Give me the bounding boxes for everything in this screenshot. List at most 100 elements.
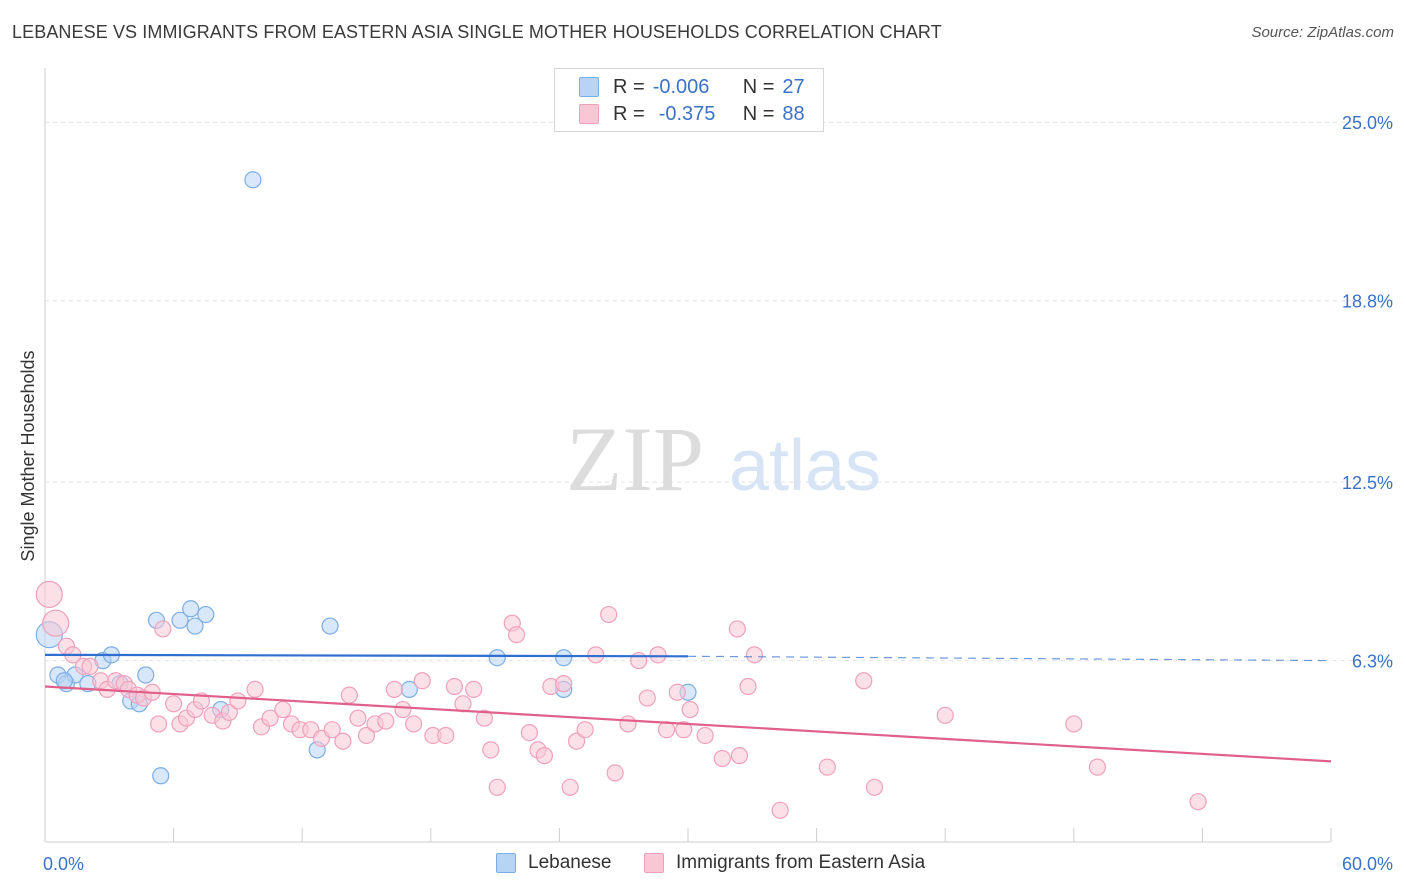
eastern-asia-point	[340, 686, 358, 704]
series-legend: Lebanese Immigrants from Eastern Asia	[0, 852, 1406, 876]
eastern-asia-point	[488, 778, 506, 796]
y-tick-label: 12.5%	[1342, 473, 1393, 493]
eastern-asia-point	[535, 747, 553, 765]
eastern-asia-point	[675, 721, 693, 739]
eastern-asia-point	[507, 626, 526, 644]
legend-r-label: R =	[613, 102, 645, 125]
eastern-asia-point	[229, 692, 247, 710]
lebanese-point	[171, 611, 189, 629]
lebanese-point	[555, 649, 573, 667]
eastern-asia-point	[1189, 793, 1207, 811]
legend-r-value: -0.375	[658, 102, 716, 125]
eastern-asia-point	[681, 700, 699, 719]
eastern-asia-point	[567, 732, 586, 750]
eastern-asia-point	[855, 672, 873, 690]
eastern-asia-point	[385, 680, 403, 699]
y-axis-label: Single Mother Households	[18, 350, 38, 561]
axes	[44, 68, 1332, 843]
eastern-asia-point	[745, 646, 764, 664]
eastern-asia-point	[818, 758, 836, 776]
eastern-asia-point	[696, 726, 714, 745]
eastern-asia-point	[561, 778, 579, 796]
eastern-asia-point	[728, 620, 746, 638]
source-credit: Source: ZipAtlas.com	[1251, 24, 1394, 41]
y-tick-label: 25.0%	[1342, 113, 1393, 133]
eastern-asia-point	[323, 721, 341, 739]
eastern-asia-point	[576, 721, 594, 739]
eastern-asia-point	[587, 646, 605, 664]
legend-n-value: 27	[782, 75, 805, 98]
lebanese-point	[186, 617, 204, 635]
legend-r-value: -0.006	[652, 75, 710, 98]
y-tick-labels: 6.3% 12.5% 18.8% 25.0%	[1342, 113, 1393, 671]
eastern-asia-point	[377, 712, 395, 730]
x-tick-labels: 0.0% 60.0%	[43, 854, 1393, 874]
legend-row-eastern-asia: R = -0.375 N = 88	[579, 102, 805, 126]
legend-n-value: 88	[782, 102, 805, 125]
series-legend-eastern-asia: Immigrants from Eastern Asia	[644, 852, 925, 874]
eastern-asia-point	[261, 709, 279, 727]
eastern-asia-point	[42, 609, 70, 637]
watermark-zip: ZIP	[566, 408, 704, 510]
lebanese-point	[488, 649, 506, 667]
eastern-asia-point	[730, 747, 749, 765]
y-tick-label: 18.8%	[1342, 292, 1393, 312]
eastern-asia-point	[437, 726, 455, 745]
lebanese-point	[321, 617, 339, 635]
eastern-asia-point	[274, 700, 292, 719]
lebanese-point	[182, 600, 200, 618]
series-swatch-lebanese	[496, 853, 516, 873]
eastern-asia-point	[1065, 715, 1083, 733]
eastern-asia-point	[35, 580, 63, 608]
eastern-asia-point	[668, 683, 686, 701]
x-tick-label: 60.0%	[1342, 854, 1393, 874]
series-label-lebanese: Lebanese	[528, 852, 612, 873]
eastern-asia-point	[405, 715, 423, 733]
eastern-asia-point	[713, 749, 731, 768]
eastern-asia-point	[638, 689, 656, 707]
eastern-asia-point	[619, 715, 637, 733]
legend-n-label: N =	[742, 102, 775, 125]
eastern-asia-point	[149, 715, 168, 733]
eastern-asia-point	[600, 605, 618, 624]
eastern-asia-point	[334, 732, 352, 750]
eastern-asia-point	[220, 703, 238, 722]
eastern-asia-point	[649, 646, 667, 664]
eastern-asia-point	[81, 657, 99, 675]
lebanese-point	[137, 666, 155, 684]
legend-swatch-lebanese	[579, 77, 599, 97]
legend-r-label: R =	[613, 75, 645, 98]
eastern-asia-point	[606, 764, 624, 782]
series-swatch-eastern-asia	[644, 853, 664, 873]
y-tick-label: 6.3%	[1352, 652, 1393, 672]
eastern-asia-point	[454, 695, 472, 713]
correlation-legend: R = -0.006 N = 27 R = -0.375 N = 88	[554, 68, 824, 132]
trend-lines	[44, 653, 1332, 763]
eastern-asia-point	[771, 801, 789, 819]
gridlines	[45, 121, 1393, 662]
eastern-asia-point	[475, 709, 493, 727]
x-tick-label: 0.0%	[43, 854, 84, 874]
eastern-asia-point	[482, 741, 500, 759]
chart-title: LEBANESE VS IMMIGRANTS FROM EASTERN ASIA…	[12, 22, 942, 42]
lebanese-point	[55, 672, 73, 690]
lebanese-point	[152, 767, 170, 785]
lebanese-trend-extension	[687, 655, 1332, 662]
eastern-asia-point	[555, 675, 573, 693]
eastern-asia-point	[1088, 758, 1106, 776]
series-legend-lebanese: Lebanese	[496, 852, 611, 874]
eastern-asia-point	[739, 677, 757, 696]
eastern-asia-point	[936, 706, 954, 724]
legend-row-lebanese: R = -0.006 N = 27	[579, 75, 805, 99]
series-label-eastern-asia: Immigrants from Eastern Asia	[676, 852, 926, 873]
lebanese-point	[197, 605, 215, 624]
eastern-asia-point	[246, 680, 264, 699]
eastern-asia-point	[630, 652, 648, 670]
eastern-asia-point	[465, 680, 483, 699]
lebanese-trend-line	[44, 653, 689, 658]
eastern-asia-point	[349, 709, 367, 727]
eastern-asia-point	[154, 620, 172, 638]
watermark: ZIP atlas	[566, 408, 881, 510]
eastern-asia-point	[520, 723, 538, 742]
legend-n-label: N =	[742, 75, 775, 98]
